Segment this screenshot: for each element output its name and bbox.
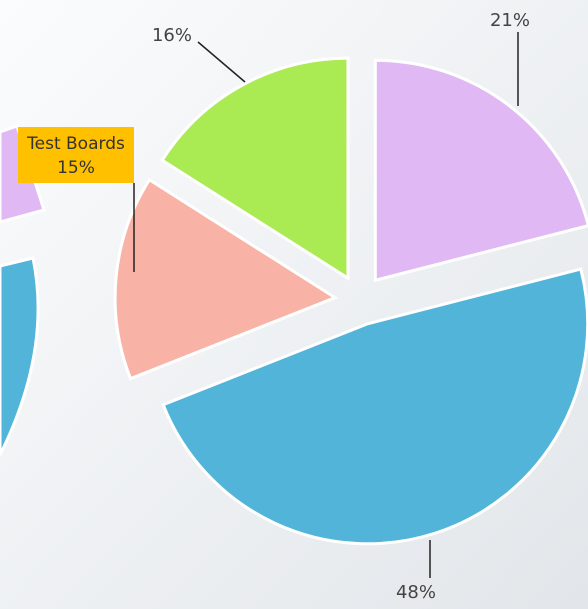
value-label: 16% [152,25,192,46]
pie-slice [113,177,339,381]
category-label: Test Boards [26,134,125,154]
pie-slice [373,58,588,283]
pie-slice [161,267,588,546]
label-box: Test Boards 15% [18,127,134,183]
value-label: 15% [57,158,95,178]
pie-slice [160,56,350,281]
value-label: 21% [490,10,530,31]
leader-line [197,41,246,83]
side-pie-slice [0,256,40,456]
label-background [18,127,134,183]
value-label: 48% [396,582,436,603]
